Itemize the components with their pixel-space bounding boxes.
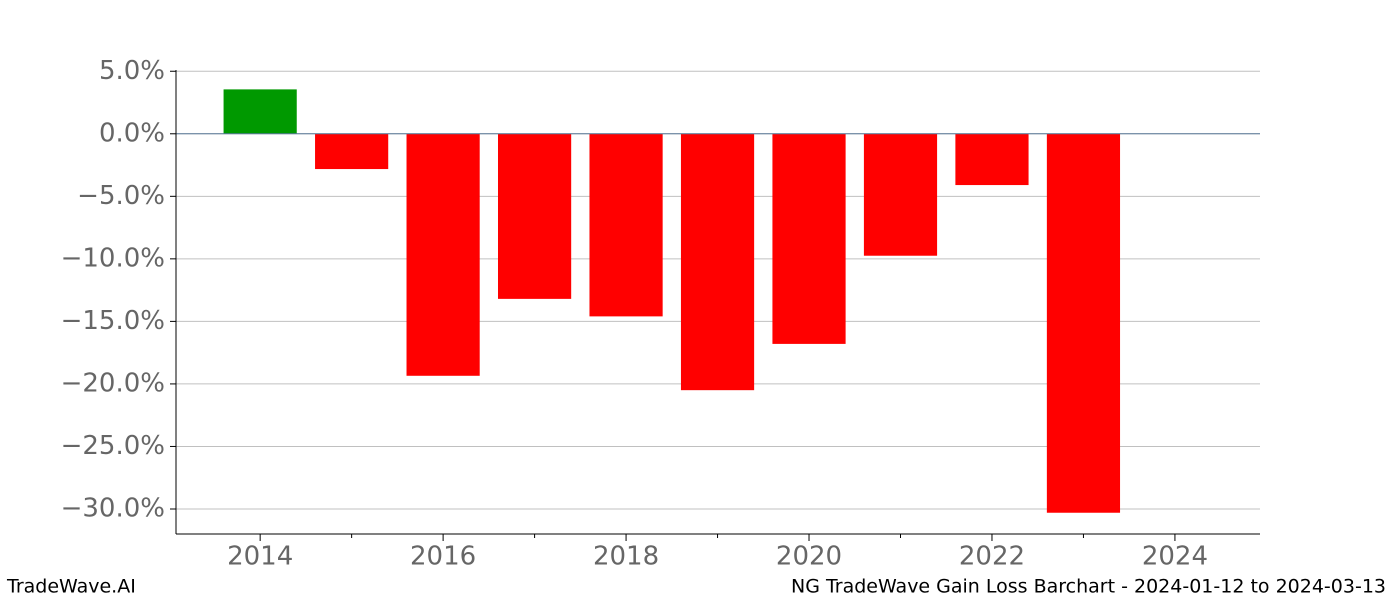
bar [589, 133, 663, 317]
x-tick-label: 2018 [593, 542, 659, 572]
bar [497, 133, 572, 299]
y-tick-label: 0.0% [99, 118, 165, 148]
chart-title: NG TradeWave Gain Loss Barchart - 2024-0… [791, 576, 1386, 598]
x-tick-label: 2024 [1142, 542, 1208, 572]
y-tick-label: −30.0% [61, 493, 165, 523]
y-tick-label: −25.0% [61, 431, 165, 461]
x-tick-label: 2016 [410, 542, 476, 572]
x-tick-label: 2022 [959, 542, 1025, 572]
bar [863, 133, 938, 256]
bar [406, 133, 480, 376]
y-tick-label: 5.0% [99, 56, 165, 86]
bar [680, 133, 755, 391]
bar [772, 133, 846, 344]
x-tick-label: 2014 [227, 542, 293, 572]
y-tick-label: −20.0% [61, 368, 165, 398]
y-tick-label: −5.0% [77, 181, 165, 211]
bar [1046, 133, 1121, 513]
bar [223, 89, 297, 134]
bar [955, 133, 1029, 186]
y-tick-label: −15.0% [61, 306, 165, 336]
bar [315, 133, 389, 170]
source-label: TradeWave.AI [6, 576, 136, 598]
y-tick-label: −10.0% [61, 243, 165, 273]
x-tick-label: 2020 [776, 542, 842, 572]
